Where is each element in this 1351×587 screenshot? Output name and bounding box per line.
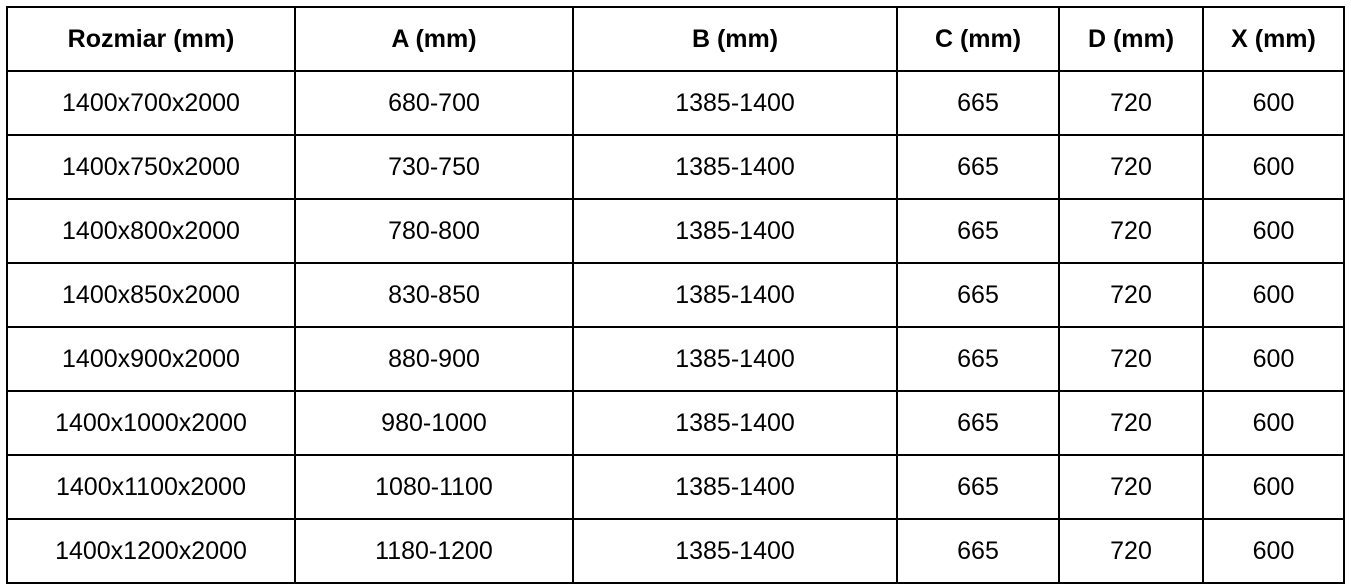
column-header: C (mm) [896, 6, 1060, 72]
table-cell: 680-700 [294, 70, 574, 136]
table-row: 1400x750x2000 730-750 1385-1400 665 720 600 [6, 134, 1345, 200]
table-cell: 1385-1400 [572, 262, 898, 328]
table-cell: 780-800 [294, 198, 574, 264]
table-cell: 1080-1100 [294, 454, 574, 520]
table-cell: 600 [1202, 134, 1345, 200]
table-cell: 1385-1400 [572, 198, 898, 264]
column-header: B (mm) [572, 6, 898, 72]
table-cell: 720 [1058, 326, 1204, 392]
table-cell: 1180-1200 [294, 518, 574, 584]
column-header: X (mm) [1202, 6, 1345, 72]
table-cell: 600 [1202, 390, 1345, 456]
table-cell: 1400x750x2000 [6, 134, 296, 200]
table-cell: 665 [896, 134, 1060, 200]
table-cell: 665 [896, 454, 1060, 520]
table-cell: 665 [896, 326, 1060, 392]
table-cell: 600 [1202, 518, 1345, 584]
table-cell: 720 [1058, 390, 1204, 456]
table-cell: 720 [1058, 198, 1204, 264]
table-cell: 600 [1202, 454, 1345, 520]
table-cell: 720 [1058, 518, 1204, 584]
table-row: 1400x800x2000 780-800 1385-1400 665 720 600 [6, 198, 1345, 264]
table-cell: 1400x1000x2000 [6, 390, 296, 456]
column-header: Rozmiar (mm) [6, 6, 296, 72]
table-cell: 720 [1058, 70, 1204, 136]
table-row: 1400x900x2000 880-900 1385-1400 665 720 600 [6, 326, 1345, 392]
table-cell: 600 [1202, 198, 1345, 264]
table-cell: 1385-1400 [572, 134, 898, 200]
table-cell: 730-750 [294, 134, 574, 200]
table-cell: 720 [1058, 262, 1204, 328]
dimensions-table: Rozmiar (mm) A (mm) B (mm) C (mm) D (mm) X (m… [6, 6, 1345, 584]
table-row: 1400x1100x2000 1080-1100 1385-1400 665 720 60… [6, 454, 1345, 520]
header-row: Rozmiar (mm) A (mm) B (mm) C (mm) D (mm) X (m… [6, 6, 1345, 72]
table-cell: 1400x850x2000 [6, 262, 296, 328]
table-cell: 600 [1202, 70, 1345, 136]
table-cell: 1385-1400 [572, 70, 898, 136]
table-cell: 1400x900x2000 [6, 326, 296, 392]
table-cell: 720 [1058, 134, 1204, 200]
table-cell: 1385-1400 [572, 326, 898, 392]
table-cell: 1400x1200x2000 [6, 518, 296, 584]
table-cell: 720 [1058, 454, 1204, 520]
table-cell: 1385-1400 [572, 518, 898, 584]
table-cell: 665 [896, 390, 1060, 456]
table-cell: 665 [896, 198, 1060, 264]
table-row: 1400x850x2000 830-850 1385-1400 665 720 600 [6, 262, 1345, 328]
table-cell: 1385-1400 [572, 390, 898, 456]
table-cell: 1400x700x2000 [6, 70, 296, 136]
table-cell: 830-850 [294, 262, 574, 328]
table-row: 1400x1200x2000 1180-1200 1385-1400 665 720 60… [6, 518, 1345, 584]
table-cell: 665 [896, 262, 1060, 328]
table-cell: 600 [1202, 262, 1345, 328]
table-cell: 665 [896, 518, 1060, 584]
table-cell: 665 [896, 70, 1060, 136]
table-row: 1400x700x2000 680-700 1385-1400 665 720 600 [6, 70, 1345, 136]
column-header: A (mm) [294, 6, 574, 72]
column-header: D (mm) [1058, 6, 1204, 72]
table-cell: 880-900 [294, 326, 574, 392]
table-cell: 600 [1202, 326, 1345, 392]
table-row: 1400x1000x2000 980-1000 1385-1400 665 720 600 [6, 390, 1345, 456]
table-cell: 980-1000 [294, 390, 574, 456]
table-cell: 1400x1100x2000 [6, 454, 296, 520]
table-cell: 1400x800x2000 [6, 198, 296, 264]
table-cell: 1385-1400 [572, 454, 898, 520]
